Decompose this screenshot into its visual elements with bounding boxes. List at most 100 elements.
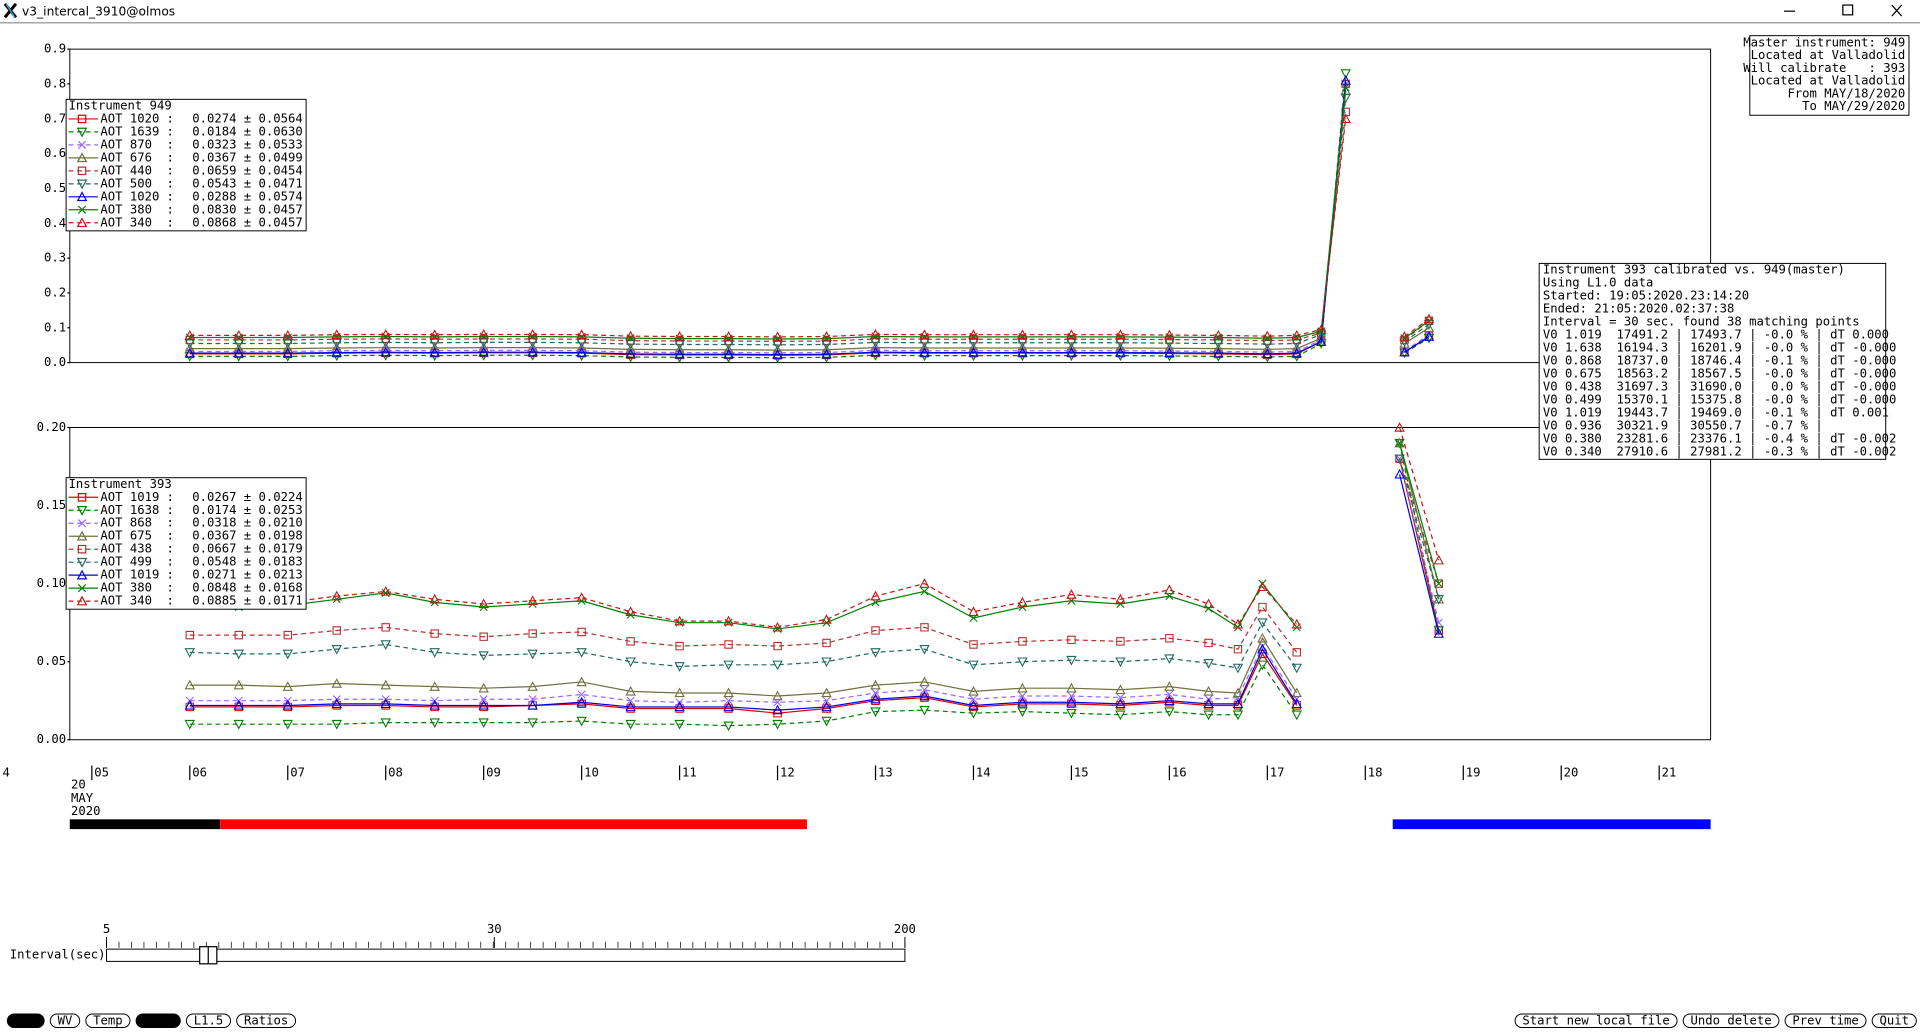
slider-track[interactable] — [106, 948, 906, 962]
data-point — [1233, 693, 1243, 702]
legend-marker — [76, 179, 88, 190]
data-point — [723, 687, 734, 698]
legend-marker — [76, 127, 88, 138]
button-label[interactable]: Temp — [93, 1013, 122, 1027]
y-tick-label: 0.15 — [37, 498, 66, 512]
button-label[interactable]: L1.0 — [143, 1013, 172, 1027]
series-line — [189, 458, 1440, 653]
legend-separator: : — [167, 542, 174, 556]
y-tick-label: 0.4 — [44, 216, 66, 230]
calibration-line: Using L1.0 data — [1543, 276, 1654, 290]
button-label[interactable]: Start new local file — [1522, 1013, 1669, 1027]
button[interactable]: AOT — [6, 1013, 45, 1028]
button-label[interactable]: Quit — [1880, 1013, 1909, 1027]
data-point — [1341, 107, 1350, 117]
restore-button[interactable] — [1842, 4, 1854, 16]
data-point — [479, 695, 488, 704]
button-label[interactable]: Ratios — [244, 1013, 288, 1027]
button[interactable]: Temp — [85, 1013, 131, 1028]
legend-marker — [77, 544, 87, 554]
data-point — [1292, 648, 1301, 657]
button[interactable]: Start new local file — [1514, 1013, 1678, 1028]
data-point — [625, 657, 636, 668]
data-point — [919, 690, 930, 701]
button-label[interactable]: Undo delete — [1691, 1013, 1772, 1027]
button-label[interactable]: AOT — [15, 1013, 38, 1027]
data-point — [1257, 581, 1268, 591]
data-point — [184, 329, 196, 340]
button-frame[interactable] — [1682, 1013, 1780, 1028]
x-tick-label: 16 — [1172, 765, 1187, 779]
button-frame[interactable] — [185, 1013, 232, 1028]
legend-name: AOT 1019 — [100, 568, 159, 582]
data-point — [1232, 710, 1244, 721]
legend-name: AOT 440 — [100, 163, 152, 177]
legend-name: AOT 380 — [100, 202, 152, 216]
data-point — [1017, 696, 1028, 707]
x-tick-label: 15 — [1074, 765, 1089, 779]
data-point — [871, 626, 880, 635]
data-point — [1395, 439, 1404, 448]
data-point — [478, 699, 489, 710]
data-point — [674, 344, 685, 354]
calibration-line: Instrument 393 calibrated vs. 949(master… — [1543, 263, 1845, 277]
legend-name: AOT 1020 — [100, 111, 159, 125]
data-point — [821, 657, 832, 668]
data-point — [625, 685, 636, 696]
button-frame[interactable] — [1514, 1013, 1678, 1028]
button-label[interactable]: WV — [58, 1013, 73, 1027]
button[interactable]: Prev time — [1784, 1013, 1867, 1028]
data-point — [1316, 324, 1327, 334]
data-point — [1017, 682, 1028, 693]
data-point — [282, 347, 293, 358]
button[interactable]: WV — [49, 1013, 81, 1028]
button[interactable]: L1.0 — [135, 1013, 181, 1028]
window-title: v3_intercal_3910@olmos — [22, 4, 175, 18]
button-frame[interactable] — [49, 1013, 81, 1028]
series-line — [189, 118, 1430, 338]
data-point — [625, 719, 636, 730]
data-point — [282, 699, 293, 710]
data-point — [233, 719, 244, 730]
data-point — [429, 699, 440, 710]
button-frame[interactable] — [135, 1013, 181, 1028]
calibration-line: V0 0.438 31697.3 | 31690.0 | 0.0 % | dT … — [1543, 379, 1897, 394]
button[interactable]: Ratios — [236, 1013, 297, 1028]
data-point — [1067, 691, 1076, 701]
data-point — [576, 342, 587, 353]
button-frame[interactable] — [1784, 1013, 1867, 1028]
data-point — [919, 329, 930, 339]
legend-name: AOT 675 — [100, 529, 152, 543]
data-point — [870, 679, 881, 690]
data-point — [576, 648, 587, 658]
data-point — [1213, 339, 1224, 349]
button-frame[interactable] — [236, 1013, 297, 1028]
y-tick-label: 0.10 — [37, 576, 66, 590]
legend-name: AOT 870 — [100, 137, 152, 151]
data-point — [870, 693, 881, 704]
x-tick-label: 09 — [486, 765, 501, 779]
button-frame[interactable] — [85, 1013, 131, 1028]
data-point — [478, 598, 489, 609]
x-tick-label: 13 — [878, 765, 893, 779]
button-frame[interactable] — [1871, 1013, 1917, 1028]
data-point — [1116, 637, 1125, 646]
data-point — [870, 590, 881, 601]
close-button[interactable] — [1891, 4, 1903, 17]
data-point — [233, 329, 244, 340]
button-frame[interactable] — [6, 1013, 45, 1028]
button[interactable]: Undo delete — [1682, 1013, 1780, 1028]
y-tick-label: 0.05 — [37, 654, 66, 668]
button[interactable]: L1.5 — [185, 1013, 232, 1028]
button-label[interactable]: L1.5 — [194, 1013, 223, 1027]
data-point — [184, 339, 196, 349]
data-point — [870, 328, 881, 339]
data-point — [969, 640, 978, 649]
legend-name: AOT 340 — [100, 215, 152, 229]
data-point — [919, 705, 930, 716]
button-label[interactable]: Prev time — [1792, 1013, 1858, 1027]
data-point — [723, 340, 734, 350]
x-tick-label: 07 — [290, 765, 305, 779]
data-point — [1115, 347, 1126, 357]
button[interactable]: Quit — [1871, 1013, 1917, 1028]
